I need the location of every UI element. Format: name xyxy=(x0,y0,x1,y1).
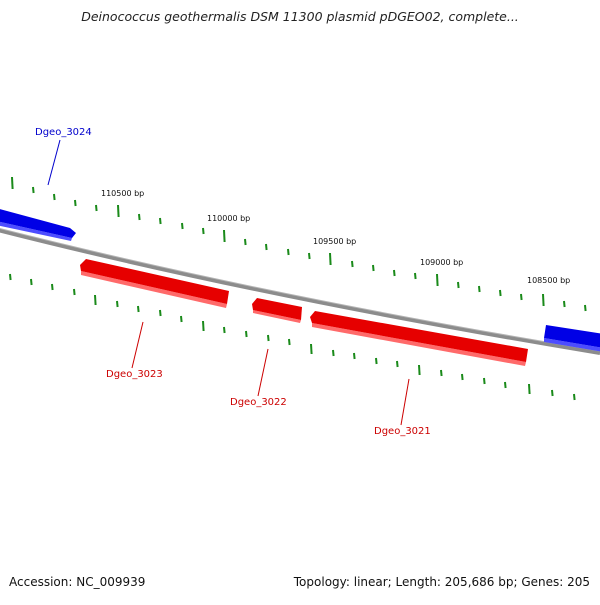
gene-arrow[interactable] xyxy=(544,325,600,352)
gene-arrow[interactable] xyxy=(252,298,302,323)
scale-tick xyxy=(74,199,77,207)
scale-label: 109000 bp xyxy=(420,258,463,267)
scale-tick xyxy=(51,283,54,291)
scale-tick xyxy=(584,304,587,312)
scale-tick xyxy=(159,217,162,225)
scale-tick xyxy=(159,309,162,317)
gene-label: Dgeo_3022 xyxy=(230,397,287,408)
scale-tick xyxy=(202,320,205,332)
scale-label: 109500 bp xyxy=(313,237,356,246)
gene-leader-line xyxy=(47,139,61,186)
scale-tick xyxy=(95,204,98,212)
scale-tick xyxy=(418,364,421,376)
scale-tick xyxy=(520,293,523,301)
scale-tick xyxy=(372,264,375,272)
gene-label: Dgeo_3021 xyxy=(374,426,431,437)
scale-tick xyxy=(563,300,566,308)
scale-tick xyxy=(457,281,460,289)
scale-tick xyxy=(202,227,205,235)
scale-tick xyxy=(353,352,356,360)
gene-arrow[interactable] xyxy=(310,311,528,366)
scale-tick xyxy=(73,288,76,296)
scale-tick xyxy=(223,229,226,243)
scale-tick xyxy=(181,222,184,230)
topology-summary: Topology: linear; Length: 205,686 bp; Ge… xyxy=(293,575,590,589)
scale-tick xyxy=(117,204,120,218)
scale-tick xyxy=(267,334,270,342)
scale-tick xyxy=(116,300,119,308)
scale-tick xyxy=(245,330,248,338)
scale-tick xyxy=(436,273,439,287)
gene-arrow[interactable] xyxy=(0,208,76,241)
scale-tick xyxy=(504,381,507,389)
scale-tick xyxy=(53,193,56,201)
scale-tick xyxy=(393,269,396,277)
accession-label: Accession: NC_009939 xyxy=(9,575,146,589)
scale-tick xyxy=(329,252,332,266)
scale-label: 110500 bp xyxy=(101,189,144,198)
scale-tick xyxy=(351,260,354,268)
scale-tick xyxy=(461,373,464,381)
plasmid-backbone xyxy=(0,228,600,355)
scale-tick xyxy=(138,213,141,221)
gene-leader-line xyxy=(257,348,269,397)
scale-label: 110000 bp xyxy=(207,214,250,223)
map-title: Deinococcus geothermalis DSM 11300 plasm… xyxy=(81,9,519,24)
scale-tick xyxy=(11,176,14,190)
scale-tick xyxy=(499,289,502,297)
scale-ticks-outer xyxy=(11,176,587,312)
scale-tick xyxy=(32,186,35,194)
scale-tick xyxy=(483,377,486,385)
scale-tick xyxy=(180,315,183,323)
scale-tick xyxy=(528,383,531,395)
scale-tick xyxy=(30,278,33,286)
scale-tick xyxy=(551,389,554,397)
scale-tick xyxy=(94,294,97,306)
scale-tick xyxy=(332,349,335,357)
scale-tick xyxy=(310,343,313,355)
scale-tick xyxy=(396,360,399,368)
scale-tick xyxy=(375,357,378,365)
scale-tick xyxy=(573,393,576,401)
scale-tick xyxy=(9,273,12,281)
gene-label: Dgeo_3024 xyxy=(35,127,92,138)
scale-tick xyxy=(478,285,481,293)
scale-tick xyxy=(223,326,226,334)
scale-tick xyxy=(308,252,311,260)
scale-tick xyxy=(440,369,443,377)
scale-tick xyxy=(137,305,140,313)
scale-tick xyxy=(265,243,268,251)
scale-tick xyxy=(288,338,291,346)
scale-tick xyxy=(542,293,545,307)
gene-leader-line xyxy=(400,378,410,426)
gene-arrow[interactable] xyxy=(80,259,229,308)
scale-tick xyxy=(414,272,417,280)
gene-leader-line xyxy=(131,321,144,369)
scale-tick xyxy=(244,238,247,246)
scale-tick xyxy=(287,248,290,256)
gene-label: Dgeo_3023 xyxy=(106,369,163,380)
scale-ticks-inner xyxy=(9,273,576,401)
scale-label: 108500 bp xyxy=(527,276,570,285)
